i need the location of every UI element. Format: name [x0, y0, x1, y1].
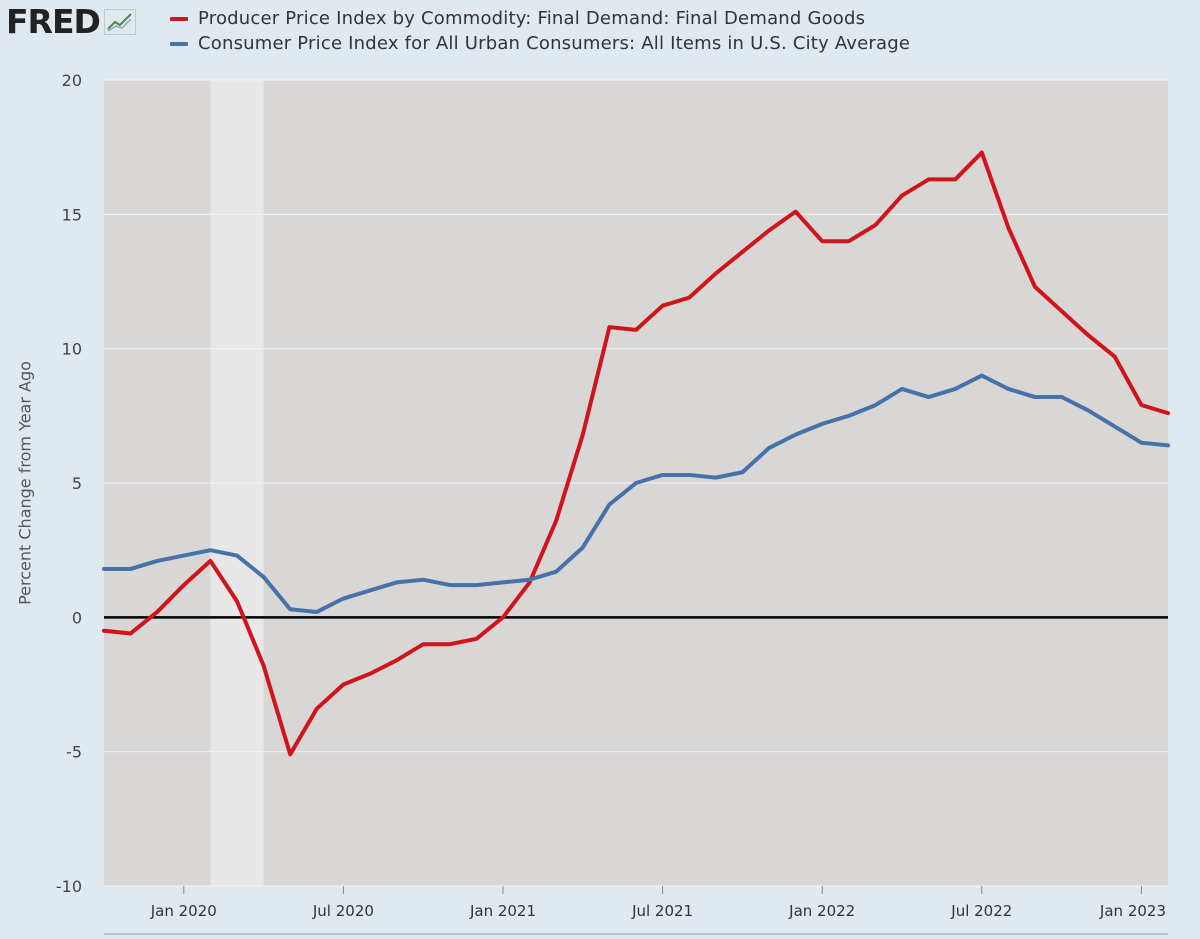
legend-item-cpi[interactable]: Consumer Price Index for All Urban Consu…	[170, 31, 910, 56]
y-tick-label: 5	[72, 474, 82, 493]
x-axis: Jan 2020 Jul 2020 Jan 2021 Jul 2021 Jan 2022…	[150, 886, 1166, 920]
y-tick-label: 0	[72, 608, 82, 627]
x-tick-label: Jan 2022	[788, 902, 855, 920]
fred-logo[interactable]: FRED	[6, 2, 136, 41]
y-tick-label: 10	[62, 340, 82, 359]
series-line-ppi[interactable]	[102, 150, 1170, 757]
series-lines	[102, 150, 1170, 757]
legend-swatch-cpi	[170, 41, 188, 46]
logo-text: FRED	[6, 2, 101, 41]
legend-label-ppi: Producer Price Index by Commodity: Final…	[198, 8, 866, 29]
chart-line-icon	[103, 8, 136, 35]
y-axis: -10 -5 0 5 10 15 20	[56, 71, 82, 896]
y-axis-label: Percent Change from Year Ago	[15, 361, 35, 605]
y-tick-label: -5	[66, 743, 82, 762]
legend: Producer Price Index by Commodity: Final…	[170, 6, 910, 56]
x-tick-label: Jan 2023	[1099, 902, 1166, 920]
x-tick-label: Jan 2021	[469, 902, 536, 920]
legend-label-cpi: Consumer Price Index for All Urban Consu…	[198, 33, 911, 54]
x-tick-label: Jul 2022	[950, 902, 1012, 920]
x-tick-label: Jul 2020	[312, 902, 374, 920]
series-line-cpi[interactable]	[102, 373, 1170, 614]
legend-swatch-ppi	[170, 16, 188, 21]
legend-item-ppi[interactable]: Producer Price Index by Commodity: Final…	[170, 6, 910, 31]
y-tick-label: 15	[62, 205, 82, 224]
y-tick-label: -10	[56, 877, 82, 896]
x-tick-label: Jul 2021	[631, 902, 693, 920]
y-tick-label: 20	[62, 71, 82, 90]
x-tick-label: Jan 2020	[150, 902, 217, 920]
